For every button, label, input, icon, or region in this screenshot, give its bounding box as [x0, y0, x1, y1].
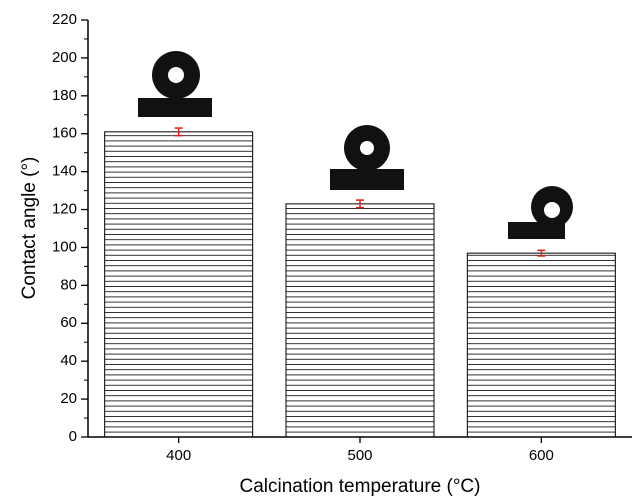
y-tick-label: 180: [52, 87, 77, 104]
y-tick-label: 220: [52, 11, 77, 28]
droplet-highlight: [168, 67, 184, 83]
y-tick-label: 40: [60, 352, 77, 369]
y-tick-label: 120: [52, 201, 77, 218]
droplet-base: [330, 169, 404, 190]
x-axis-label: Calcination temperature (°C): [240, 476, 481, 497]
x-tick-label: 400: [166, 447, 191, 464]
y-tick-label: 100: [52, 238, 77, 255]
y-tick-label: 200: [52, 49, 77, 66]
bar: [104, 131, 254, 438]
droplet-base: [138, 98, 212, 117]
error-bar: [356, 199, 364, 209]
droplets: [138, 51, 573, 239]
bar: [466, 252, 616, 438]
plot: [104, 127, 616, 438]
y-tick-label: 20: [60, 390, 77, 407]
error-bar: [174, 127, 183, 137]
error-bar: [537, 249, 546, 257]
bar: [285, 203, 435, 438]
y-tick-label: 60: [60, 314, 77, 331]
y-tick-label: 80: [60, 276, 77, 293]
y-axis-label: Contact angle (°): [19, 157, 40, 300]
droplet-highlight: [360, 141, 374, 155]
x-tick-label: 500: [347, 447, 372, 464]
droplet-highlight: [544, 202, 560, 218]
x-tick-label: 600: [529, 447, 554, 464]
y-tick-label: 0: [69, 428, 77, 445]
y-tick-label: 140: [52, 163, 77, 180]
y-tick-label: 160: [52, 125, 77, 142]
